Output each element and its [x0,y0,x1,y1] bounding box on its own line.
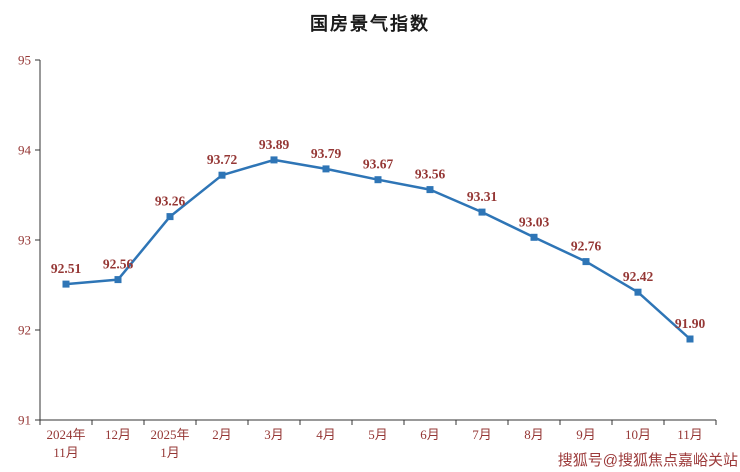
data-point-label: 93.56 [415,167,446,182]
data-point-label: 92.56 [103,257,134,272]
y-axis-tick-label: 95 [18,53,31,68]
x-axis-label: 4月 [316,427,336,442]
data-point-label: 92.42 [623,269,654,284]
x-axis-label: 12月 [105,427,131,442]
data-point-label: 92.76 [571,239,602,254]
x-axis-label: 8月 [524,427,544,442]
y-axis-tick-label: 91 [18,413,31,428]
data-point-marker [426,186,434,194]
data-point-marker [686,335,694,343]
data-point-label: 92.51 [51,261,82,276]
chart-title: 国房景气指数 [310,14,430,34]
data-point-label: 91.90 [675,316,706,331]
x-axis-label: 3月 [264,427,284,442]
data-point-label: 93.03 [519,214,550,229]
y-axis-tick-label: 92 [18,323,31,338]
axes [39,60,716,421]
watermark: 搜狐号@搜狐焦点嘉峪关站 [557,452,738,469]
data-point-label: 93.31 [467,189,498,204]
data-point-label: 93.72 [207,152,238,167]
data-point-marker [530,233,538,241]
data-point-label: 93.89 [259,137,290,152]
x-axis-label: 6月 [420,427,440,442]
data-point-marker [114,276,122,284]
data-point-marker [218,171,226,179]
x-axis-label: 2月 [212,427,232,442]
y-axis-tick-label: 94 [18,143,32,158]
data-point-marker [582,258,590,266]
data-point-marker [634,288,642,296]
x-axis-label: 7月 [472,427,492,442]
data-point-marker [374,176,382,184]
data-point-label: 93.67 [363,157,394,172]
data-point-marker [270,156,278,164]
x-axis-label: 9月 [576,427,596,442]
data-point-label: 93.79 [311,146,342,161]
x-axis-label: 1月 [160,445,180,460]
data-point-label: 93.26 [155,194,186,209]
x-axis-label: 2024年 [46,427,85,442]
x-axis-label: 2025年 [150,427,189,442]
x-axis-label: 11月 [53,445,79,460]
x-axis-label: 11月 [677,427,703,442]
x-axis-label: 5月 [368,427,388,442]
x-axis-label: 10月 [625,427,651,442]
data-point-marker [478,208,486,216]
data-point-marker [62,280,70,288]
data-point-marker [322,165,330,173]
y-axis-tick-label: 93 [18,233,31,248]
data-point-marker [166,213,174,221]
